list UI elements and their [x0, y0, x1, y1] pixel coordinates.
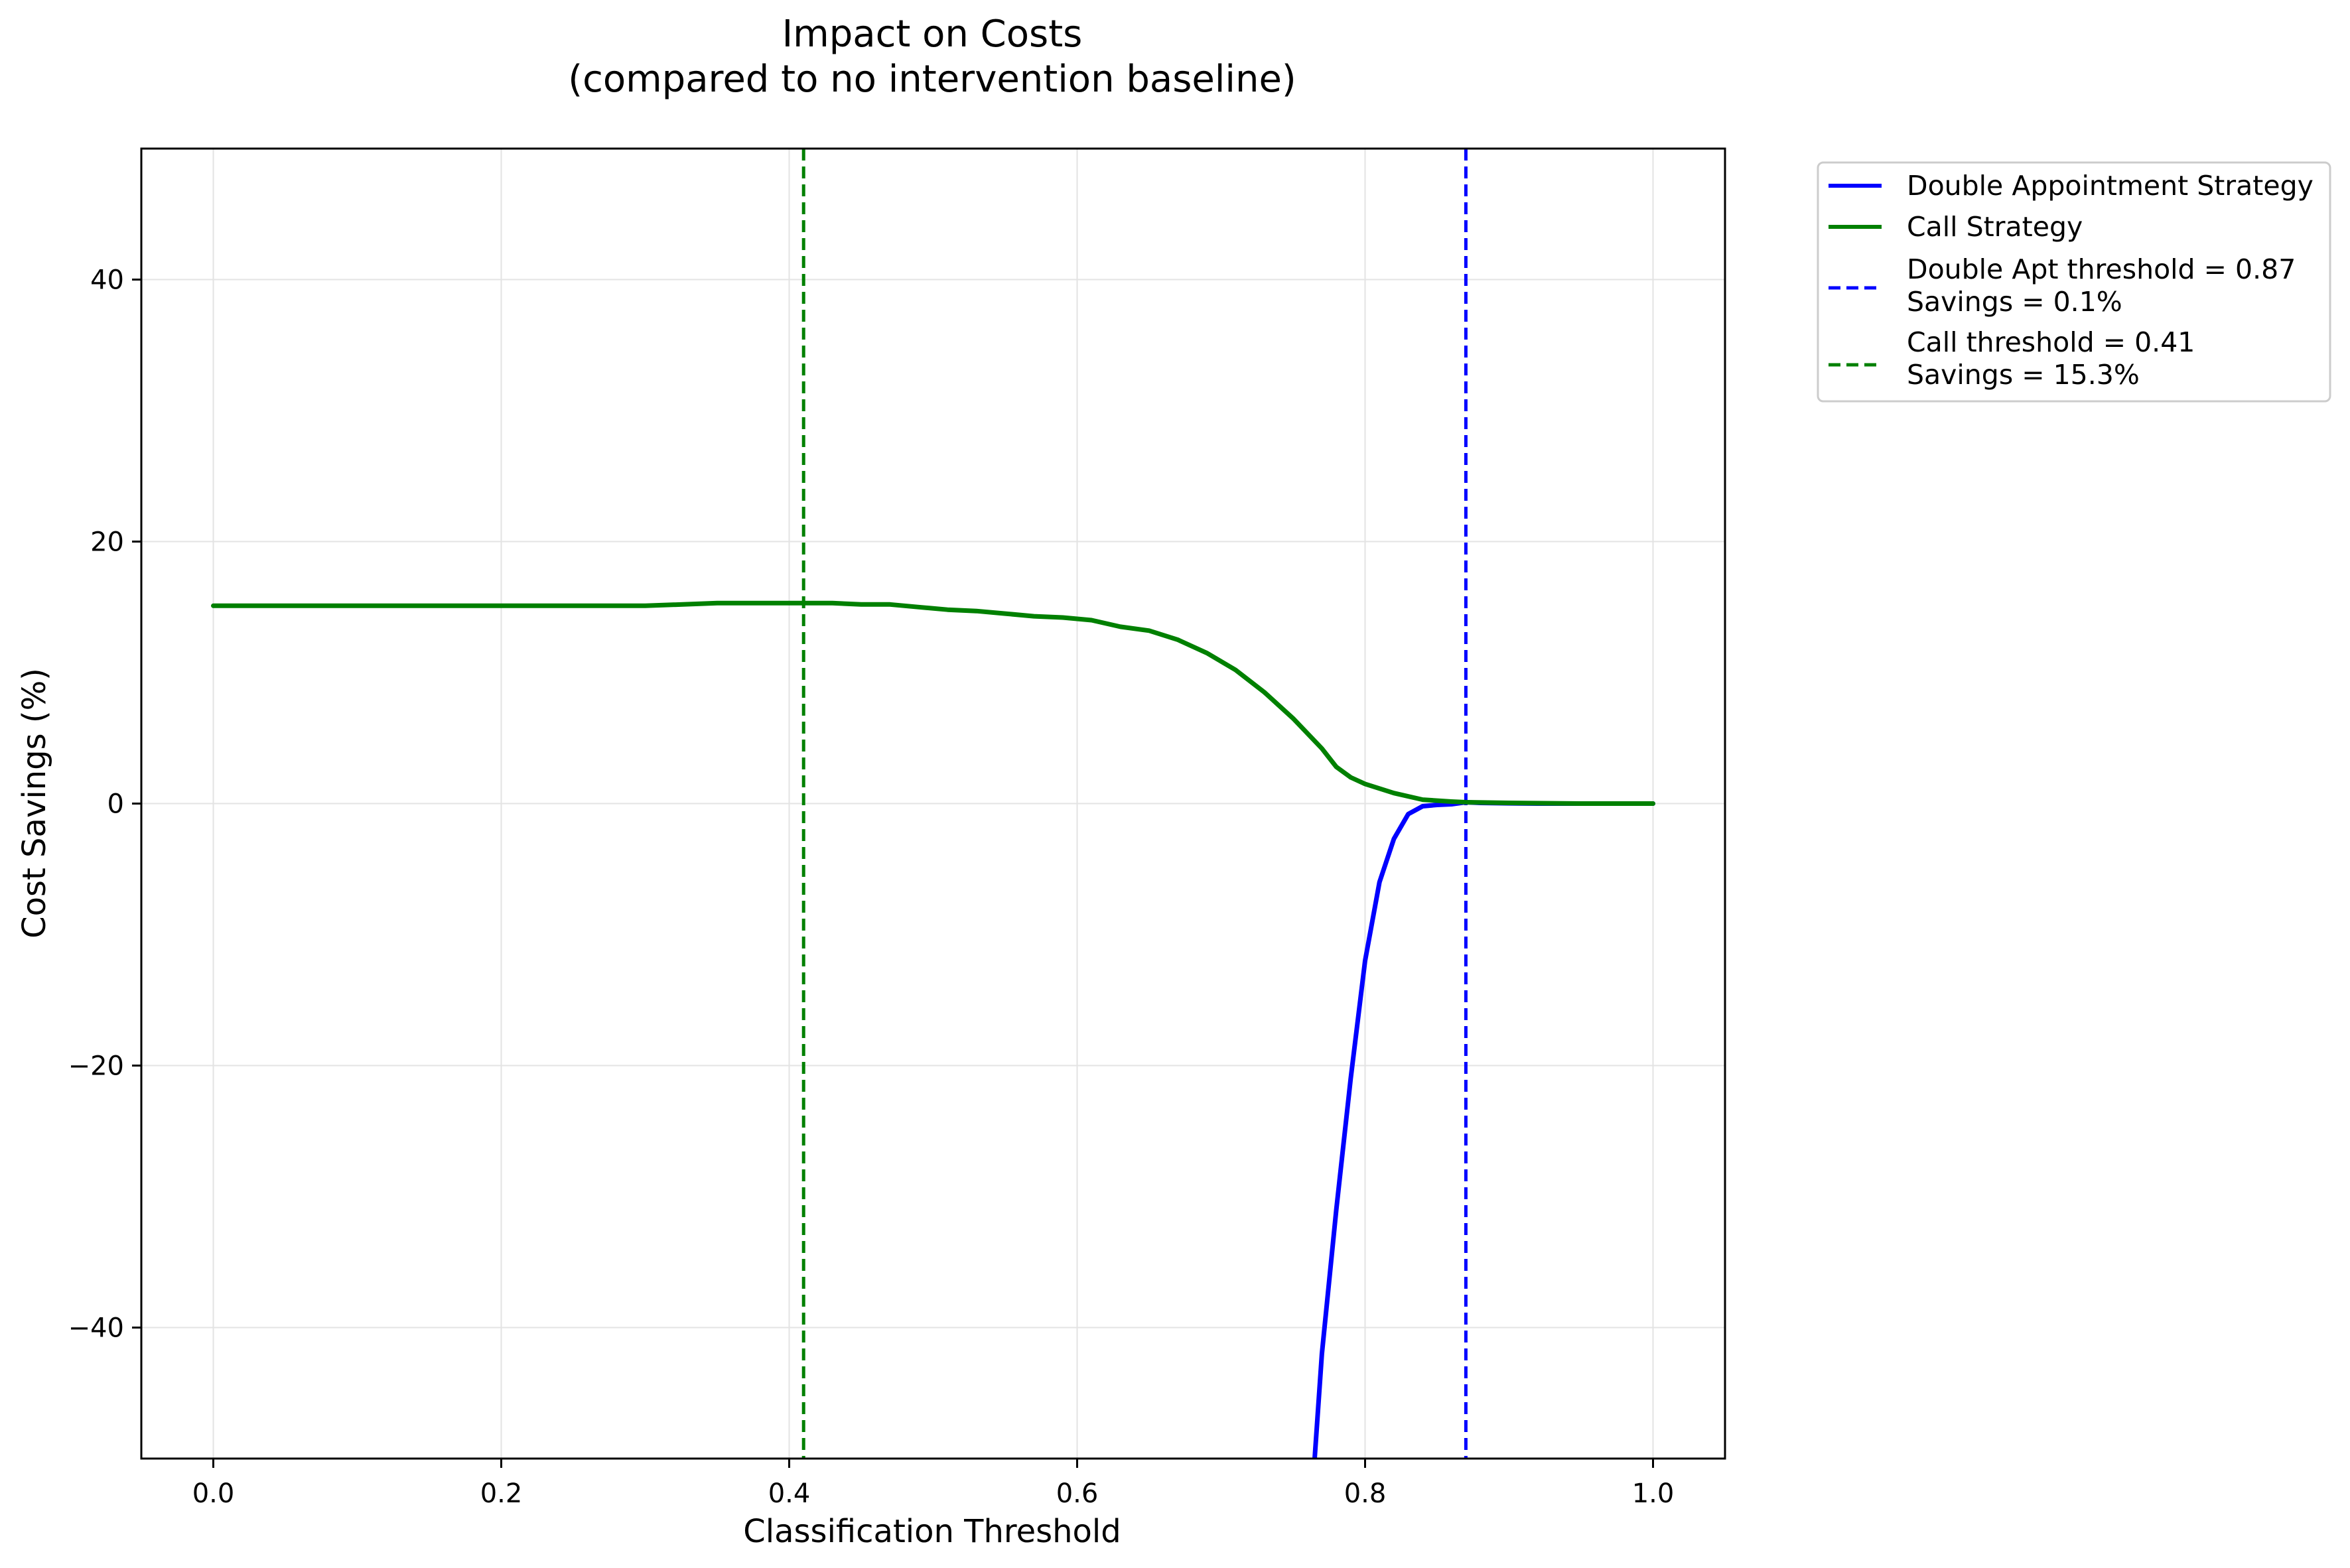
y-tick-label: 40 [90, 265, 124, 296]
x-tick-label: 0.0 [192, 1478, 235, 1509]
x-axis-ticks: 0.0 0.2 0.4 0.6 0.8 1.0 [192, 1459, 1675, 1509]
grid [141, 149, 1725, 1459]
chart-title-line-1: Impact on Costs [782, 13, 1083, 56]
chart-title-line-2: (compared to no intervention baseline) [568, 58, 1296, 101]
x-tick-label: 0.8 [1344, 1478, 1387, 1509]
x-tick-label: 0.6 [1056, 1478, 1099, 1509]
y-tick-label: −40 [68, 1313, 124, 1344]
y-tick-label: 20 [90, 527, 124, 558]
x-axis-label: Classification Threshold [743, 1513, 1121, 1550]
y-axis-label: Cost Savings (%) [16, 668, 53, 939]
y-tick-label: −20 [68, 1051, 124, 1082]
legend-label-double-appointment: Double Appointment Strategy [1907, 170, 2314, 202]
x-tick-label: 0.4 [768, 1478, 811, 1509]
legend: Double Appointment Strategy Call Strateg… [1817, 161, 2331, 403]
legend-label-double-apt-threshold-line-1: Double Apt threshold = 0.87 [1907, 253, 2296, 285]
legend-label-call-strategy: Call Strategy [1907, 211, 2083, 243]
legend-label-double-apt-threshold-line-2: Savings = 0.1% [1907, 286, 2122, 318]
x-tick-label: 0.2 [480, 1478, 523, 1509]
series-line-call-strategy [211, 600, 1655, 806]
y-axis-ticks: −40 −20 0 20 40 [68, 265, 141, 1344]
legend-label-call-threshold-line-2: Savings = 15.3% [1907, 359, 2140, 391]
legend-label-call-threshold-line-1: Call threshold = 0.41 [1907, 326, 2195, 358]
legend-box [1817, 161, 2331, 403]
x-tick-label: 1.0 [1632, 1478, 1675, 1509]
y-tick-label: 0 [107, 789, 124, 820]
series-lines [211, 600, 1655, 1459]
